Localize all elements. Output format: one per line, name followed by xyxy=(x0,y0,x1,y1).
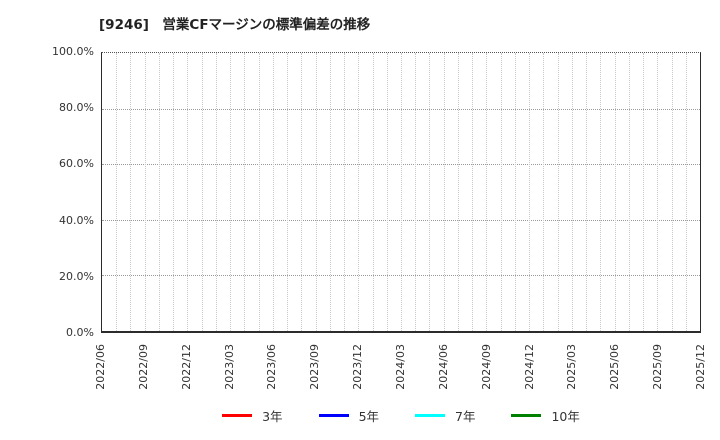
vertical-gridline xyxy=(500,53,502,331)
legend-item: 10年 xyxy=(511,406,580,425)
vertical-gridline xyxy=(144,53,146,331)
vertical-gridline xyxy=(287,53,289,331)
vertical-gridline xyxy=(685,53,687,331)
vertical-gridline xyxy=(358,53,360,331)
vertical-gridline xyxy=(571,53,573,331)
x-axis-labels: 2022/06 2022/09 2022/12 2023/03 2023/06 2023/… xyxy=(94,339,707,401)
vertical-gridline xyxy=(272,53,274,331)
y-axis-labels: 0.0% 20.0% 40.0% 60.0% 80.0% 100.0% xyxy=(0,45,94,339)
vertical-gridline xyxy=(600,53,602,331)
vertical-gridline xyxy=(429,53,431,331)
vertical-gridline xyxy=(586,53,588,331)
x-tick-label: 2024/09 xyxy=(479,344,493,390)
vertical-gridline xyxy=(543,53,545,331)
vertical-gridline xyxy=(258,53,260,331)
vertical-gridline xyxy=(415,53,417,331)
legend-line-swatch xyxy=(318,413,349,417)
vertical-gridline xyxy=(201,53,203,331)
x-tick-label: 2025/12 xyxy=(694,344,707,390)
x-tick-label: 2022/06 xyxy=(94,344,107,390)
vertical-gridline xyxy=(130,53,132,331)
vertical-gridline xyxy=(457,53,459,331)
legend-line-swatch xyxy=(222,413,253,417)
legend-label: 7年 xyxy=(455,408,476,424)
x-tick-label: 2023/12 xyxy=(351,344,365,390)
x-tick-label: 2024/03 xyxy=(394,344,407,390)
vertical-gridline xyxy=(301,53,303,331)
x-tick-label: 2025/03 xyxy=(565,344,579,390)
vertical-gridline xyxy=(215,53,217,331)
vertical-gridline xyxy=(529,53,531,331)
vertical-gridline xyxy=(443,53,445,331)
plot-area xyxy=(101,52,701,333)
vertical-gridline xyxy=(657,53,659,331)
vertical-gridline xyxy=(486,53,488,331)
y-tick-label: 60.0% xyxy=(59,157,94,171)
chart-title: [9246] 営業CFマージンの標準偏差の推移 xyxy=(99,17,371,33)
x-tick-label: 2024/06 xyxy=(436,344,450,390)
y-tick-label: 20.0% xyxy=(59,269,94,283)
x-tick-label: 2023/06 xyxy=(265,344,279,390)
vertical-gridline xyxy=(344,53,346,331)
vertical-gridline xyxy=(187,53,189,331)
vertical-gridline xyxy=(329,53,331,331)
vertical-gridline xyxy=(158,53,160,331)
x-tick-label: 2022/09 xyxy=(136,344,150,390)
vertical-gridline xyxy=(472,53,474,331)
y-tick-label: 100.0% xyxy=(52,45,94,58)
y-tick-label: 0.0% xyxy=(66,326,94,339)
legend-label: 5年 xyxy=(358,408,380,424)
x-tick-label: 2025/06 xyxy=(608,344,622,390)
x-tick-label: 2024/12 xyxy=(522,344,536,390)
y-tick-label: 80.0% xyxy=(59,101,94,115)
legend-item: 7年 xyxy=(415,406,475,425)
legend-label: 10年 xyxy=(551,408,580,424)
vertical-gridline xyxy=(401,53,402,331)
chart-legend: 3年 5年 7年 10年 xyxy=(101,404,701,426)
x-tick-label: 2022/12 xyxy=(179,344,193,390)
x-tick-label: 2023/03 xyxy=(222,344,236,390)
vertical-gridline xyxy=(244,53,246,331)
legend-line-swatch xyxy=(511,413,542,417)
vertical-gridline xyxy=(614,53,616,331)
vertical-gridline xyxy=(386,53,388,331)
legend-line-swatch xyxy=(415,413,446,417)
vertical-gridline xyxy=(315,53,317,331)
vertical-gridline xyxy=(628,53,630,331)
vertical-gridline xyxy=(173,53,175,331)
vertical-gridline xyxy=(643,53,645,331)
legend-item: 5年 xyxy=(318,406,380,425)
vertical-gridline xyxy=(372,53,374,331)
x-tick-label: 2025/09 xyxy=(651,344,665,390)
y-tick-label: 40.0% xyxy=(59,213,94,227)
x-tick-label: 2023/09 xyxy=(308,344,322,390)
vertical-gridline xyxy=(671,53,673,331)
vertical-gridline xyxy=(514,53,516,331)
vertical-gridline xyxy=(116,53,118,331)
legend-label: 3年 xyxy=(262,408,283,424)
vertical-gridline xyxy=(557,53,559,331)
legend-item: 3年 xyxy=(222,406,283,425)
vertical-gridline xyxy=(230,53,232,331)
